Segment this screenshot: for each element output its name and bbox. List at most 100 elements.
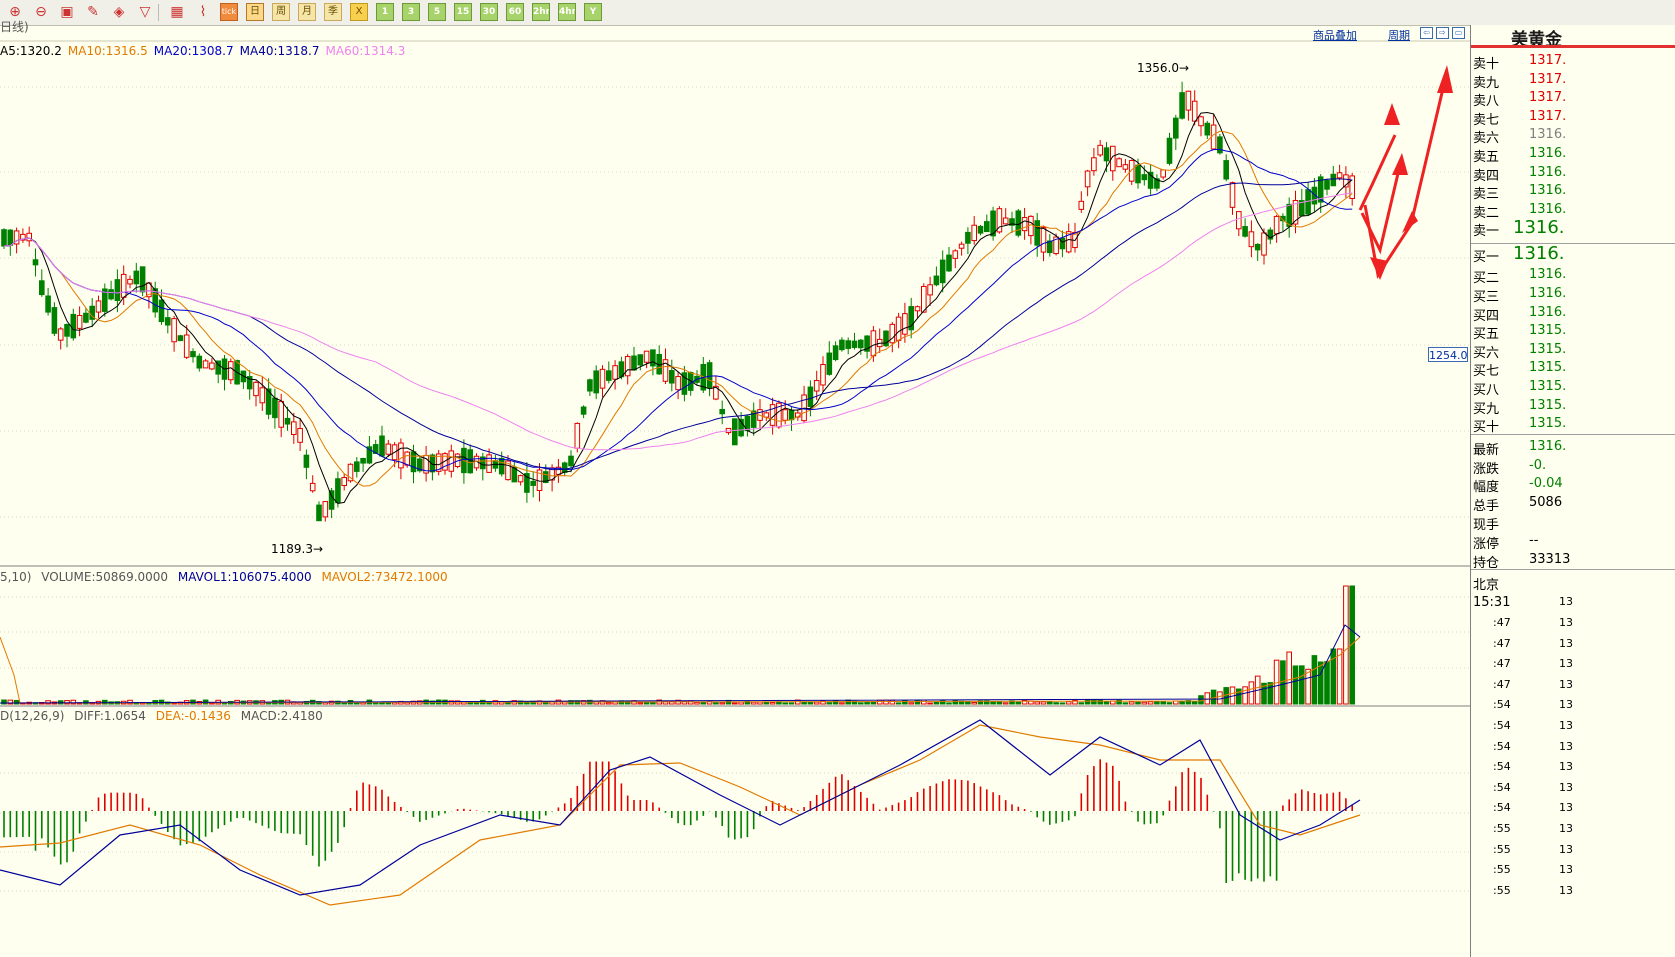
quote-label: 卖十 [1473, 57, 1500, 72]
volume-bar [1059, 702, 1066, 705]
quote-value: 1316. [1529, 127, 1567, 143]
volume-bar [1103, 701, 1110, 705]
ask-row: 卖六 1316. [1471, 127, 1675, 146]
candle-body [410, 451, 417, 473]
candle-body [39, 280, 45, 296]
candle-body [1198, 116, 1204, 127]
bid-row: 买六 1315. [1471, 342, 1675, 361]
candle-body [322, 501, 329, 518]
volume-legend: 5,10) VOLUME:50869.0000 MAVOL1:106075.40… [0, 570, 454, 584]
period-button[interactable]: 季 [324, 3, 342, 21]
volume-bar [637, 702, 644, 705]
ask-row: 卖四 1316. [1471, 165, 1675, 184]
ask-row: 卖八 1317. [1471, 90, 1675, 109]
quote-value: 1316. [1529, 201, 1567, 217]
tick-button[interactable]: tick [220, 3, 238, 21]
candle-body [1273, 215, 1280, 235]
minute-button[interactable]: 60 [506, 3, 524, 21]
stat-row: 总手 5086 [1471, 495, 1675, 514]
volume-bar [643, 702, 650, 705]
candle-body [946, 254, 952, 272]
volume-bar [1, 699, 7, 705]
eraser-icon[interactable]: ◈ [113, 4, 125, 20]
dea-value: DEA:-0.1436 [155, 709, 231, 723]
candle-body [1324, 179, 1330, 190]
stat-row: 涨停 -- [1471, 533, 1675, 552]
period-button[interactable]: X [350, 3, 368, 21]
stat-row: 现手 [1471, 514, 1675, 533]
minute-button[interactable]: 3 [402, 3, 420, 21]
volume-bar [870, 701, 877, 705]
high-price-label: 1356.0→ [1137, 61, 1190, 75]
period-link[interactable]: 周期 [1388, 29, 1410, 42]
tick-price: 13 [1559, 801, 1573, 815]
minute-button[interactable]: 2hr [532, 3, 550, 21]
candle-body [807, 386, 814, 408]
volume-bar [1047, 701, 1053, 705]
volume-bar [1191, 701, 1198, 705]
volume-bar [732, 702, 738, 705]
minute-button[interactable]: 5 [428, 3, 446, 21]
candle-body [1204, 122, 1211, 136]
period-button[interactable]: 周 [272, 3, 290, 21]
arrow-right-icon[interactable]: ⇨ [1436, 27, 1449, 39]
candle-body [480, 456, 486, 470]
volume-bar [902, 700, 908, 705]
low-price-label: 1189.3→ [271, 542, 324, 556]
minute-button[interactable]: 15 [454, 3, 472, 21]
quote-value: 1316. [1529, 304, 1567, 320]
period-button[interactable]: 日 [246, 3, 264, 21]
candle-body [316, 504, 322, 522]
volume-bar [1002, 702, 1009, 705]
minute-button[interactable]: 1 [376, 3, 394, 21]
candle-body [1191, 100, 1198, 122]
draw-pen-icon[interactable]: ✎ [87, 4, 99, 20]
tick-time: :54 [1493, 739, 1511, 753]
candle-body [152, 288, 158, 313]
minute-button[interactable]: 4hr [558, 3, 576, 21]
tick-time: :47 [1493, 677, 1511, 691]
tick-price: 13 [1559, 657, 1573, 671]
candle-body [335, 478, 341, 504]
candle-body [354, 461, 360, 472]
tick-row: :55 13 [1471, 884, 1675, 904]
chart-area[interactable] [0, 25, 1470, 957]
zoom-out-icon[interactable]: ⊖ [35, 4, 47, 20]
window-icon[interactable]: ▣ [60, 4, 74, 20]
candle-body [505, 460, 511, 481]
candle-body [732, 418, 738, 446]
tick-time: :54 [1493, 801, 1511, 815]
overlay-link[interactable]: 商品叠加 [1313, 29, 1357, 42]
table-icon[interactable]: ▦ [170, 4, 184, 20]
tick-time: 15:31 [1473, 595, 1511, 611]
quote-label: 卖九 [1473, 75, 1500, 91]
candle-body [253, 381, 259, 397]
minute-button[interactable]: Y [584, 3, 602, 21]
arrow-left-icon[interactable]: ⇦ [1420, 27, 1433, 39]
annotation-arrowhead [1370, 257, 1388, 280]
panel-icon[interactable]: ▭ [1452, 27, 1465, 39]
tick-time: :55 [1493, 822, 1511, 835]
period-button[interactable]: 月 [298, 3, 316, 21]
candle-body [297, 428, 303, 443]
mavol2-line [0, 636, 1361, 704]
candle-body [599, 368, 606, 389]
candle-body [57, 328, 64, 341]
tick-price: 13 [1559, 863, 1573, 877]
candle-body [1065, 231, 1072, 253]
filter-icon[interactable]: ▽ [139, 4, 151, 20]
line-chart-icon[interactable]: ⌇ [199, 4, 207, 20]
minute-button[interactable]: 30 [480, 3, 498, 21]
candle-body [820, 364, 826, 386]
tick-row: :54 13 [1471, 698, 1675, 718]
quote-value: -0.04 [1529, 476, 1563, 492]
quote-label: 最新 [1473, 442, 1500, 458]
candle-body [902, 313, 908, 335]
zoom-in-icon[interactable]: ⊕ [9, 4, 21, 20]
candle-body [1097, 144, 1104, 156]
quote-label: 现手 [1473, 518, 1500, 533]
tick-row: 15:31 13 [1471, 595, 1675, 615]
quote-value: 1316. [1513, 217, 1565, 239]
volume-bar [1072, 699, 1078, 705]
volume-bar [1116, 699, 1122, 705]
